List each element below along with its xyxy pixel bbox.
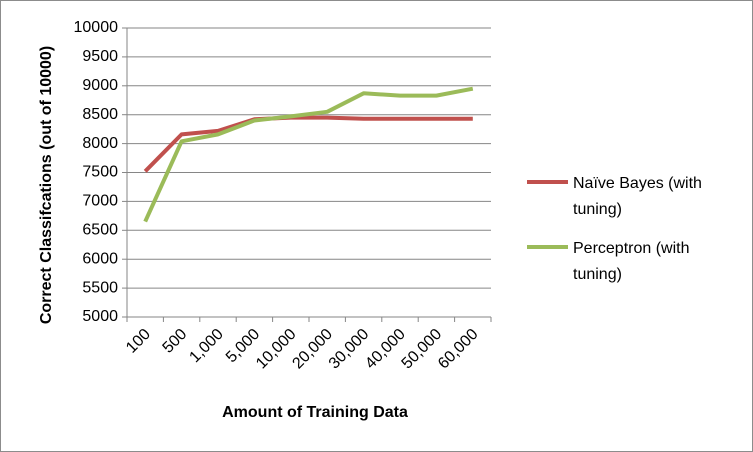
y-tick-label: 8500 — [82, 106, 118, 123]
axes — [122, 27, 492, 322]
legend-label: Perceptron (with — [573, 240, 690, 257]
legend-label: Naïve Bayes (with — [573, 175, 702, 192]
y-tick-label: 7000 — [82, 193, 118, 210]
series-lines — [143, 86, 474, 223]
x-tick-label: 50,000 — [399, 326, 446, 373]
x-axis-label: Amount of Training Data — [222, 404, 408, 421]
y-tick-labels: 5000 5500 6000 6500 7000 7500 8000 8500 9000 9500… — [74, 19, 119, 325]
y-tick-label: 5000 — [82, 308, 118, 325]
y-tick-label: 7500 — [82, 164, 118, 181]
x-tick-label: 40,000 — [362, 326, 409, 373]
x-tick-label: 60,000 — [435, 326, 482, 373]
y-tick-label: 9000 — [82, 77, 118, 94]
x-tick-label: 500 — [160, 326, 191, 357]
gridlines — [127, 27, 491, 289]
x-tick-labels: 100 5001,0005,00010,00020,00030,00040,000… — [123, 326, 482, 373]
y-tick-label: 6000 — [82, 250, 118, 267]
y-tick-label: 8000 — [82, 135, 118, 152]
legend: Naïve Bayes (with tuning) Perceptron (with… — [527, 175, 702, 283]
x-tick-label: 10,000 — [253, 326, 300, 373]
series-line-2 — [143, 86, 474, 223]
series-line-1 — [143, 115, 473, 173]
legend-label: tuning) — [573, 201, 622, 218]
y-tick-label: 6500 — [82, 222, 118, 239]
y-tick-label: 10000 — [74, 19, 119, 36]
x-tick-label: 1,000 — [186, 326, 226, 366]
y-tick-label: 5500 — [82, 279, 118, 296]
x-tick-label: 20,000 — [289, 326, 336, 373]
x-tick-label: 100 — [123, 326, 154, 357]
x-tick-label: 30,000 — [326, 326, 373, 373]
y-axis-label: Correct Classifcations (out of 10000) — [38, 46, 55, 324]
legend-label: tuning) — [573, 266, 622, 283]
y-tick-label: 9500 — [82, 48, 118, 65]
